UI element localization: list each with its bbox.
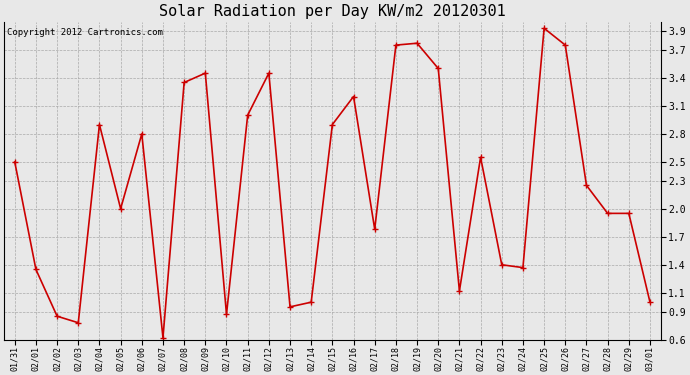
Title: Solar Radiation per Day KW/m2 20120301: Solar Radiation per Day KW/m2 20120301: [159, 4, 506, 19]
Text: Copyright 2012 Cartronics.com: Copyright 2012 Cartronics.com: [8, 28, 164, 37]
